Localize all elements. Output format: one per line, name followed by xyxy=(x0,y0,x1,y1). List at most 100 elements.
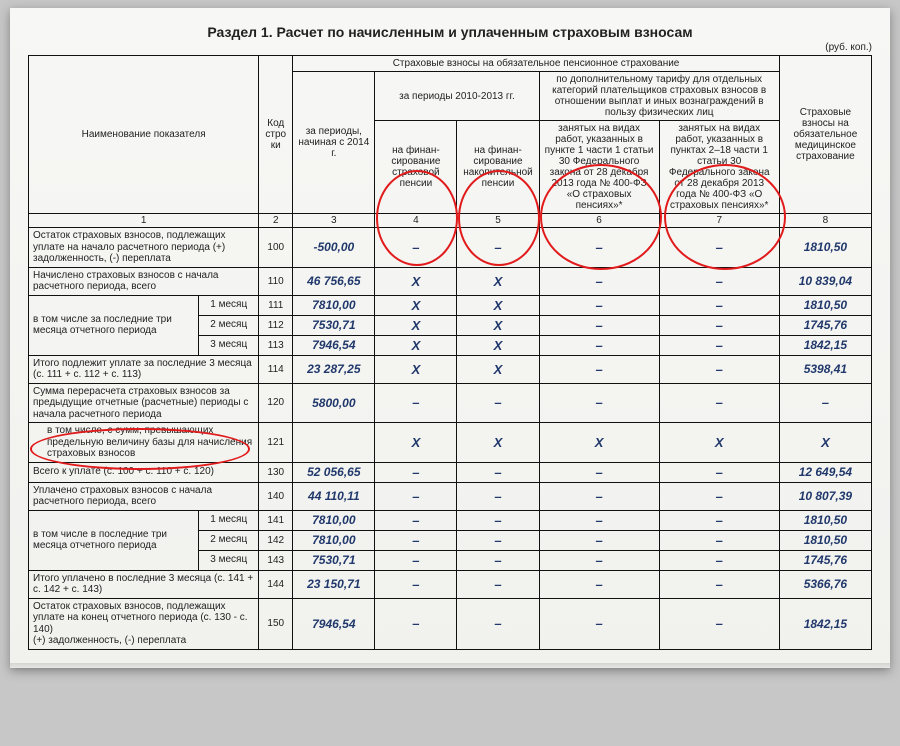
cell-value: – xyxy=(539,355,659,383)
row-code: 150 xyxy=(259,598,293,649)
idx-8: 8 xyxy=(779,214,871,228)
cell-value: – xyxy=(539,598,659,649)
cell-value: – xyxy=(375,510,457,530)
row-sub-label: 2 месяц xyxy=(199,530,259,550)
cell-value: – xyxy=(457,228,539,268)
cell-value: X xyxy=(457,315,539,335)
head-col1: Наименование показателя xyxy=(29,56,259,214)
cell-value: – xyxy=(659,482,779,510)
cell-value: 7530,71 xyxy=(293,550,375,570)
table-row: в том числе, с сумм, превышающих предель… xyxy=(29,423,872,463)
cell-value: – xyxy=(539,482,659,510)
row-code: 114 xyxy=(259,355,293,383)
cell-value: – xyxy=(659,510,779,530)
table-row: Уплачено страховых взносов с начала расч… xyxy=(29,482,872,510)
idx-6: 6 xyxy=(539,214,659,228)
table-row: Сумма перерасчета страховых взносов за п… xyxy=(29,383,872,423)
head-col3: за периоды, начиная с 2014 г. xyxy=(293,72,375,214)
document-sheet: Раздел 1. Расчет по начисленным и уплаче… xyxy=(10,8,890,668)
table-row: в том числе в последние три месяца отчет… xyxy=(29,510,872,530)
table-body: Остаток страховых взносов, подлежащих уп… xyxy=(29,228,872,650)
idx-1: 1 xyxy=(29,214,259,228)
cell-value: X xyxy=(375,355,457,383)
row-group-label: в том числе в последние три месяца отчет… xyxy=(29,510,199,570)
cell-value: 7810,00 xyxy=(293,530,375,550)
head-col7: занятых на видах работ, указанных в пунк… xyxy=(659,121,779,214)
row-name: в том числе, с сумм, превышающих предель… xyxy=(29,423,259,463)
row-code: 111 xyxy=(259,295,293,315)
row-sub-label: 1 месяц xyxy=(199,295,259,315)
cell-value: – xyxy=(659,598,779,649)
cell-value: 23 287,25 xyxy=(293,355,375,383)
head-col5: на финан­сирование накопительной пенсии xyxy=(457,121,539,214)
row-code: 120 xyxy=(259,383,293,423)
cell-value: 1810,50 xyxy=(779,228,871,268)
cell-value: 7946,54 xyxy=(293,335,375,355)
idx-2: 2 xyxy=(259,214,293,228)
cell-value: – xyxy=(539,315,659,335)
head-group-right: по дополнительному тарифу для отдельных … xyxy=(539,72,779,121)
cell-value: 7810,00 xyxy=(293,295,375,315)
cell-value: – xyxy=(375,462,457,482)
row-name: Уплачено страховых взносов с начала расч… xyxy=(29,482,259,510)
cell-value: – xyxy=(457,598,539,649)
row-name: Всего к уплате (с. 100 + с. 110 + с. 120… xyxy=(29,462,259,482)
cell-value: -500,00 xyxy=(293,228,375,268)
cell-value: 44 110,11 xyxy=(293,482,375,510)
row-sub-label: 3 месяц xyxy=(199,550,259,570)
cell-value: – xyxy=(457,482,539,510)
cell-value: 1810,50 xyxy=(779,510,871,530)
table-row: в том числе за последние три месяца отче… xyxy=(29,295,872,315)
cell-value: 7810,00 xyxy=(293,510,375,530)
row-code: 141 xyxy=(259,510,293,530)
cell-value: – xyxy=(539,228,659,268)
cell-value: 1842,15 xyxy=(779,335,871,355)
cell-value: 1745,76 xyxy=(779,315,871,335)
row-group-label: в том числе за последние три месяца отче… xyxy=(29,295,199,355)
section-title: Раздел 1. Расчет по начисленным и уплаче… xyxy=(28,24,872,40)
cell-value: – xyxy=(659,295,779,315)
cell-value: X xyxy=(375,335,457,355)
row-code: 113 xyxy=(259,335,293,355)
row-code: 112 xyxy=(259,315,293,335)
row-code: 140 xyxy=(259,482,293,510)
cell-value: – xyxy=(375,383,457,423)
cell-value: – xyxy=(659,315,779,335)
row-name: Итого подлежит уплате за последние 3 мес… xyxy=(29,355,259,383)
row-sub-label: 2 месяц xyxy=(199,315,259,335)
cell-value: – xyxy=(375,530,457,550)
cell-value: 23 150,71 xyxy=(293,570,375,598)
row-code: 130 xyxy=(259,462,293,482)
head-group-top: Страховые взносы на обязательное пенсион… xyxy=(293,56,780,72)
table-row: Итого уплачено в последние 3 месяца (с. … xyxy=(29,570,872,598)
cell-value: 5800,00 xyxy=(293,383,375,423)
cell-value: – xyxy=(659,267,779,295)
table-row: Остаток страховых взносов, подлежащих уп… xyxy=(29,598,872,649)
cell-value: 46 756,65 xyxy=(293,267,375,295)
cell-value: – xyxy=(375,570,457,598)
cell-value: X xyxy=(375,423,457,463)
cell-value: – xyxy=(539,510,659,530)
cell-value: – xyxy=(539,550,659,570)
unit-label: (руб. коп.) xyxy=(28,42,872,53)
cell-value: – xyxy=(539,383,659,423)
cell-value: – xyxy=(375,550,457,570)
cell-value: 10 839,04 xyxy=(779,267,871,295)
head-col8: Страховые взносы на обязательное медицин… xyxy=(779,56,871,214)
cell-value: – xyxy=(539,335,659,355)
cell-value: – xyxy=(457,462,539,482)
table-row: Итого подлежит уплате за последние 3 мес… xyxy=(29,355,872,383)
row-code: 121 xyxy=(259,423,293,463)
table-row: Всего к уплате (с. 100 + с. 110 + с. 120… xyxy=(29,462,872,482)
head-col2: Код строки xyxy=(259,56,293,214)
cell-value: – xyxy=(659,550,779,570)
cell-value: – xyxy=(659,335,779,355)
cell-value: – xyxy=(659,355,779,383)
head-group-mid: за периоды 2010-2013 гг. xyxy=(375,72,539,121)
idx-4: 4 xyxy=(375,214,457,228)
cell-value: X xyxy=(779,423,871,463)
row-code: 144 xyxy=(259,570,293,598)
cell-value: – xyxy=(539,530,659,550)
cell-value: – xyxy=(375,598,457,649)
cell-value: 1745,76 xyxy=(779,550,871,570)
